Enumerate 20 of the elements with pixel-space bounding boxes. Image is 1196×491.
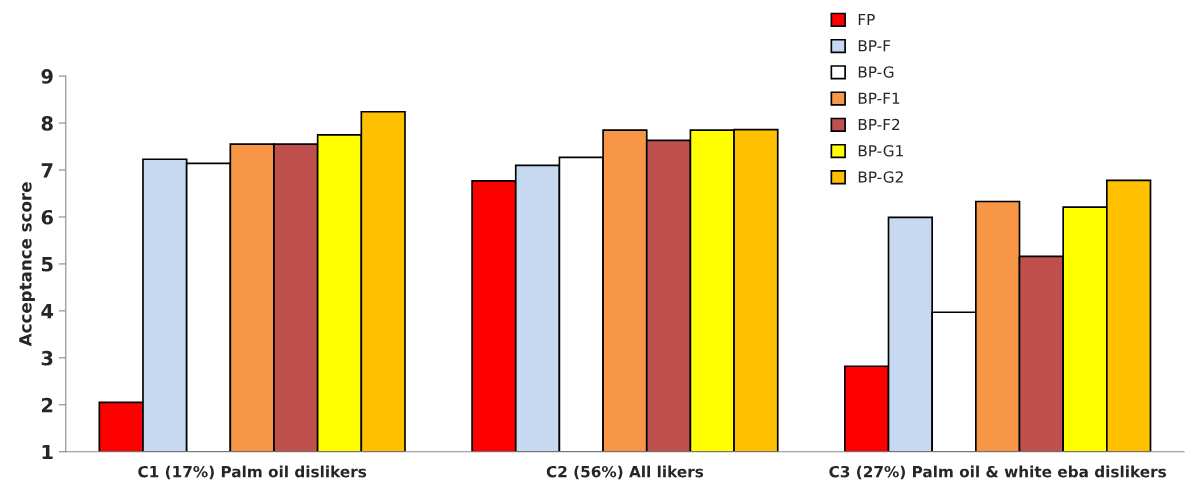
y-tick-label: 3	[41, 350, 53, 366]
x-tick-label: C2 (56%) All likers	[546, 465, 704, 480]
x-tick-label: C1 (17%) Palm oil dislikers	[138, 465, 367, 480]
y-tick-label: 9	[41, 69, 53, 84]
y-axis-title: Acceptance score	[19, 182, 35, 347]
x-tick-label: C3 (27%) Palm oil & white eba dislikers	[829, 465, 1167, 480]
legend-label: BP-F1	[858, 92, 900, 104]
y-tick-label: 5	[41, 257, 53, 272]
y-tick-label: 6	[41, 209, 53, 225]
legend-label: BP-G1	[858, 144, 903, 157]
legend-label: BP-F	[858, 40, 891, 52]
y-tick-label: 4	[41, 304, 54, 319]
legend-label: FP	[858, 13, 875, 26]
legend-label: BP-F2	[858, 118, 900, 131]
y-tick-label: 7	[41, 163, 53, 178]
y-tick-label: 1	[42, 444, 53, 460]
legend-label: BP-G2	[858, 171, 903, 183]
y-tick-label: 8	[41, 116, 53, 131]
y-tick-label: 2	[41, 397, 53, 413]
legend-label: BP-G	[858, 66, 894, 78]
